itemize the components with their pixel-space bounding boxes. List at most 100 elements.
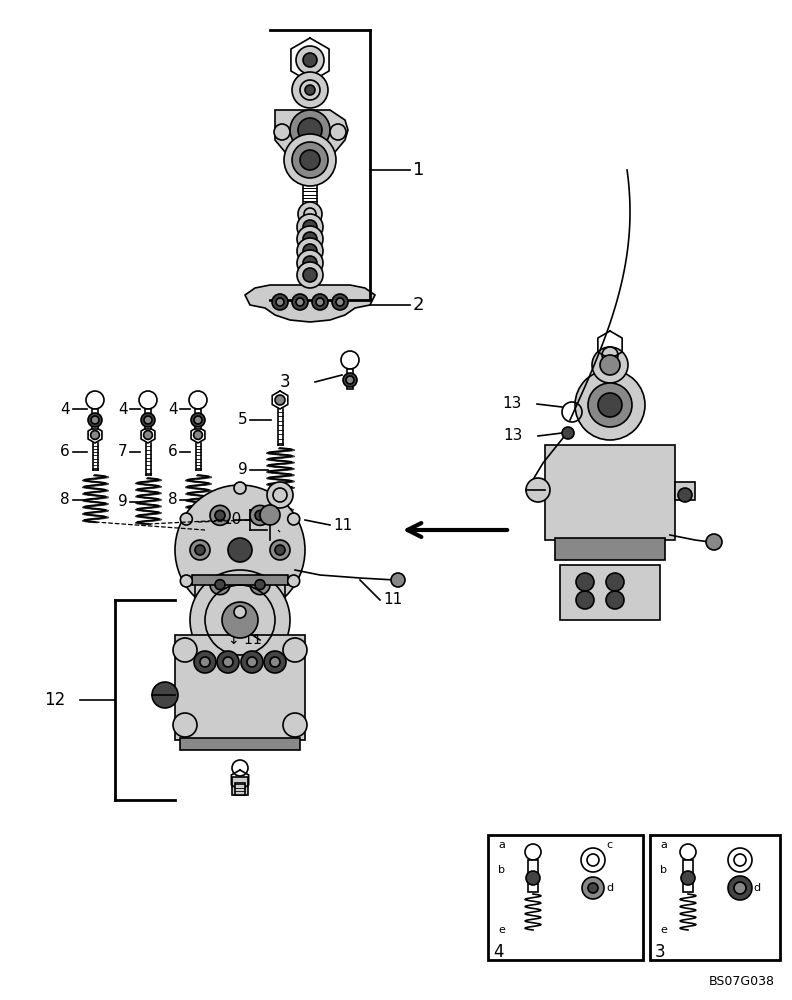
Text: 4: 4 (168, 401, 177, 416)
Text: 4: 4 (60, 401, 70, 416)
Circle shape (600, 355, 620, 375)
Circle shape (144, 416, 152, 424)
Circle shape (300, 150, 320, 170)
Bar (560, 565, 660, 620)
Circle shape (86, 391, 104, 409)
Circle shape (576, 573, 594, 591)
Circle shape (143, 431, 152, 439)
Circle shape (283, 638, 307, 662)
Bar (675, 482, 695, 500)
Circle shape (276, 298, 284, 306)
Circle shape (706, 534, 722, 550)
Circle shape (678, 488, 692, 502)
Circle shape (391, 573, 405, 587)
Circle shape (250, 505, 270, 525)
Circle shape (91, 416, 99, 424)
Bar (347, 369, 353, 389)
Text: 9: 9 (238, 462, 248, 478)
Circle shape (88, 413, 102, 427)
Circle shape (346, 376, 354, 384)
Circle shape (191, 413, 205, 427)
Text: 11: 11 (333, 518, 352, 532)
Circle shape (297, 226, 323, 252)
Circle shape (181, 575, 192, 587)
Circle shape (305, 85, 315, 95)
Text: 1: 1 (413, 161, 425, 179)
Circle shape (525, 844, 541, 860)
Circle shape (598, 393, 622, 417)
Bar (175, 635, 305, 740)
Circle shape (247, 657, 257, 667)
Circle shape (588, 383, 632, 427)
Bar (528, 860, 538, 892)
Circle shape (195, 545, 205, 555)
Circle shape (264, 651, 286, 673)
Text: d: d (753, 883, 760, 893)
Circle shape (681, 871, 695, 885)
Bar (92, 409, 98, 429)
Circle shape (275, 545, 285, 555)
Circle shape (274, 124, 290, 140)
Text: 3: 3 (655, 943, 665, 961)
Circle shape (303, 244, 317, 258)
Circle shape (592, 347, 628, 383)
Circle shape (303, 256, 317, 270)
Circle shape (297, 250, 323, 276)
Circle shape (215, 510, 225, 520)
Circle shape (241, 651, 263, 673)
Text: BS07G038: BS07G038 (709, 975, 775, 988)
Circle shape (332, 294, 348, 310)
Polygon shape (275, 110, 348, 158)
Text: d: d (606, 883, 613, 893)
Circle shape (283, 713, 307, 737)
Circle shape (215, 580, 225, 590)
Circle shape (297, 214, 323, 240)
Bar (488, 835, 643, 960)
Circle shape (303, 53, 317, 67)
Text: ↓ 11: ↓ 11 (228, 633, 261, 647)
Circle shape (272, 294, 288, 310)
Circle shape (270, 540, 290, 560)
Bar (180, 738, 300, 750)
Text: 6: 6 (168, 444, 177, 460)
Text: 8: 8 (168, 492, 177, 508)
Circle shape (576, 591, 594, 609)
Text: 13: 13 (503, 428, 523, 444)
Circle shape (267, 482, 293, 508)
Bar (192, 575, 288, 585)
Bar (555, 538, 665, 560)
Circle shape (173, 638, 197, 662)
Circle shape (139, 391, 157, 409)
Circle shape (341, 351, 359, 369)
Circle shape (562, 427, 574, 439)
Text: a: a (660, 840, 667, 850)
Circle shape (602, 347, 618, 363)
Text: b: b (660, 865, 667, 875)
Circle shape (217, 651, 239, 673)
Circle shape (270, 657, 280, 667)
Circle shape (296, 46, 324, 74)
Circle shape (298, 118, 322, 142)
Text: 10: 10 (222, 512, 242, 528)
Text: 5: 5 (238, 412, 248, 428)
Circle shape (222, 602, 258, 638)
Circle shape (292, 142, 328, 178)
Circle shape (234, 482, 246, 494)
Bar (235, 783, 245, 795)
Circle shape (255, 510, 265, 520)
Text: 3: 3 (280, 373, 291, 391)
Bar (683, 860, 693, 892)
Bar (145, 409, 151, 429)
Circle shape (336, 298, 344, 306)
Text: 13: 13 (502, 396, 521, 412)
Circle shape (292, 72, 328, 108)
Text: 11: 11 (383, 592, 402, 607)
Circle shape (223, 657, 233, 667)
Circle shape (298, 202, 322, 226)
Circle shape (260, 505, 280, 525)
Text: 4: 4 (493, 943, 504, 961)
Circle shape (250, 575, 270, 595)
Circle shape (526, 871, 540, 885)
Text: c: c (606, 840, 612, 850)
Bar (195, 580, 285, 650)
